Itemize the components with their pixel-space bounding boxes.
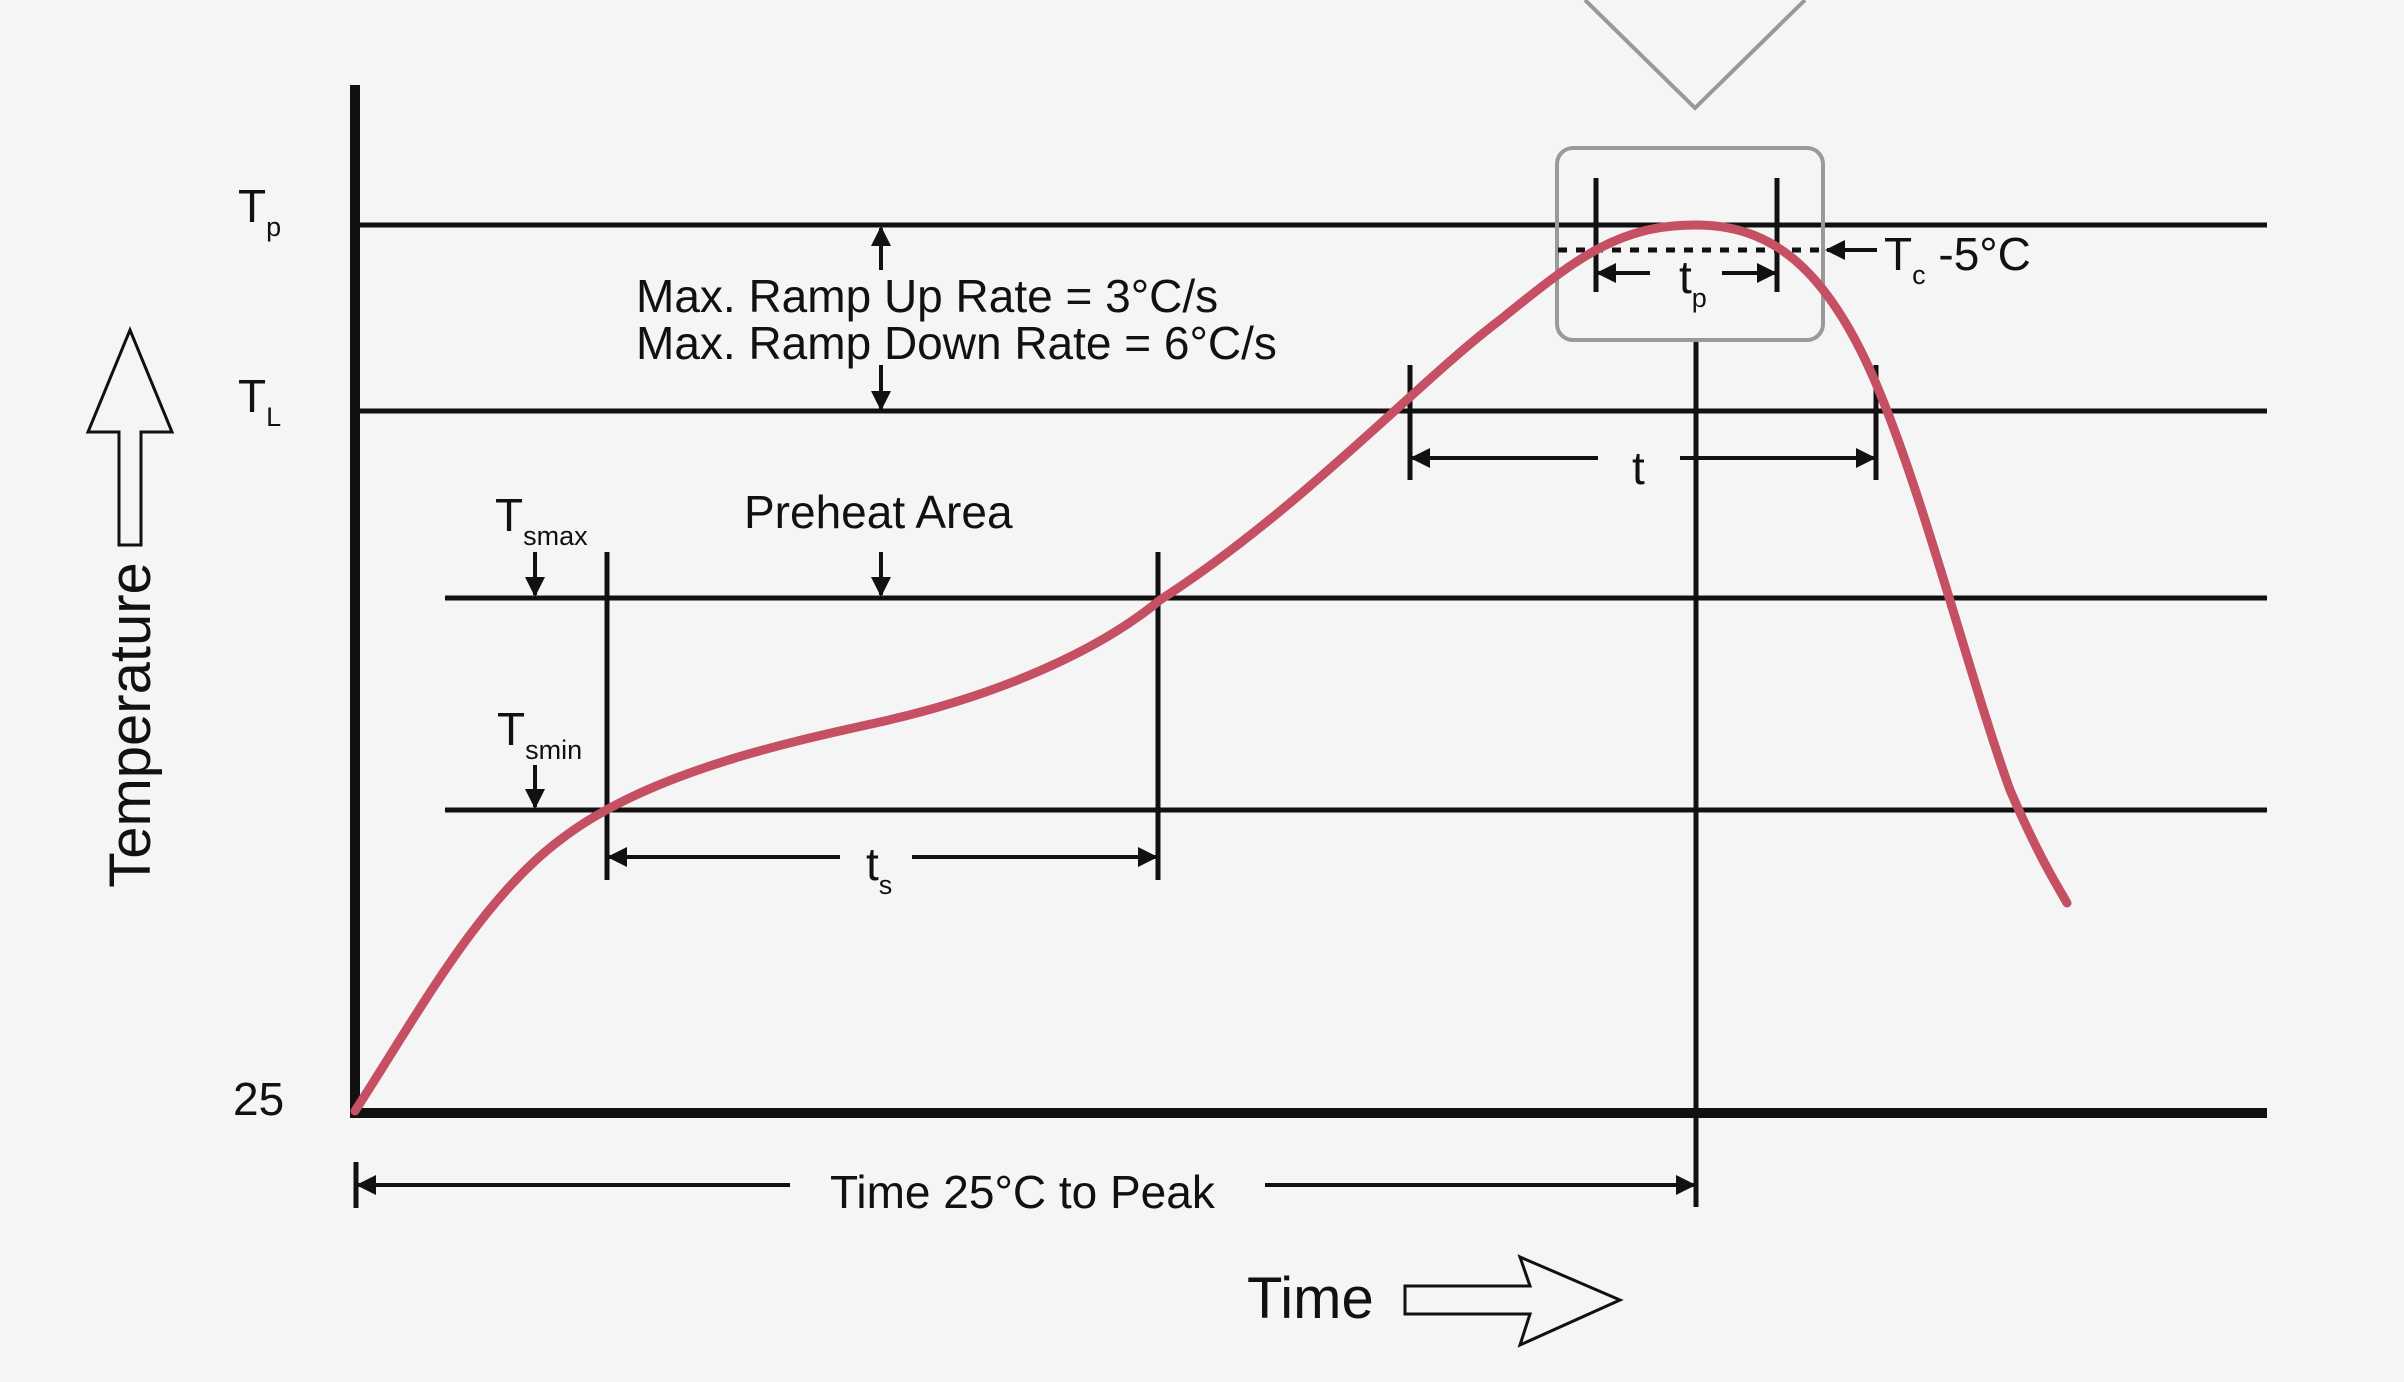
- tsmin-label: Tsmin: [497, 703, 582, 765]
- peak-highlight-box: [1555, 146, 1825, 342]
- x-axis-title: Time: [1247, 1266, 1374, 1331]
- zoom-chevron: [1583, 0, 1807, 111]
- tc-label: Tc -5°C: [1884, 228, 2031, 290]
- time-right-arrow-icon: [1403, 1254, 1624, 1348]
- preheat-label: Preheat Area: [744, 486, 1013, 538]
- reflow-profile-curve: [350, 220, 2072, 1116]
- tp-label: Tp: [238, 180, 281, 242]
- time-to-peak-label: Time 25°C to Peak: [830, 1166, 1216, 1218]
- temperature-up-arrow-icon: [85, 326, 175, 547]
- y-axis-title: Temperature: [98, 562, 163, 888]
- ramp-down-label: Max. Ramp Down Rate = 6°C/s: [636, 317, 1277, 369]
- tsmax-label: Tsmax: [495, 489, 588, 551]
- base-temp-label: 25: [233, 1073, 284, 1125]
- tl-label: TL: [238, 370, 281, 432]
- t-label: t: [1632, 442, 1645, 494]
- tp-time-label: tp: [1679, 251, 1707, 313]
- ts-label: ts: [866, 838, 892, 900]
- ramp-up-label: Max. Ramp Up Rate = 3°C/s: [636, 270, 1218, 322]
